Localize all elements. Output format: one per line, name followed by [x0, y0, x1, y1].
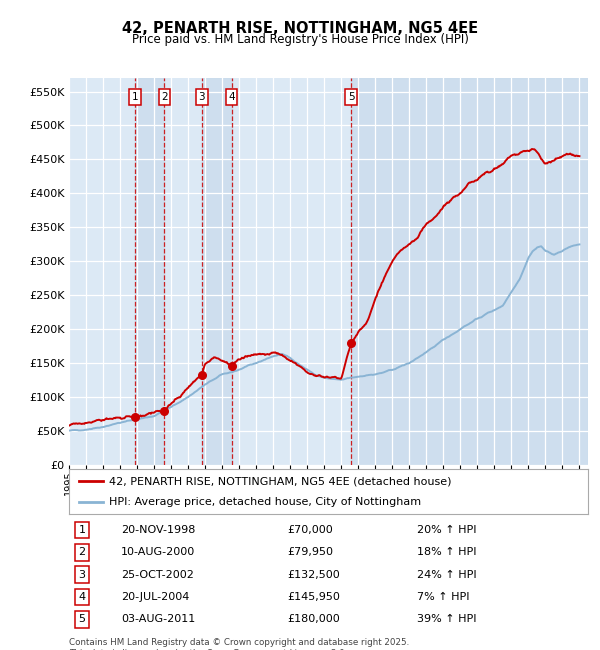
Text: 18% ↑ HPI: 18% ↑ HPI [417, 547, 476, 557]
Text: Contains HM Land Registry data © Crown copyright and database right 2025.
This d: Contains HM Land Registry data © Crown c… [69, 638, 409, 650]
Text: 25-OCT-2002: 25-OCT-2002 [121, 569, 194, 580]
Text: HPI: Average price, detached house, City of Nottingham: HPI: Average price, detached house, City… [109, 497, 422, 506]
Text: 20-NOV-1998: 20-NOV-1998 [121, 525, 195, 535]
Text: 1: 1 [79, 525, 85, 535]
Text: 4: 4 [79, 592, 86, 602]
Text: 2: 2 [79, 547, 86, 557]
Bar [135, 78, 164, 465]
Text: £145,950: £145,950 [287, 592, 340, 602]
Text: 7% ↑ HPI: 7% ↑ HPI [417, 592, 469, 602]
Text: 2: 2 [161, 92, 168, 102]
Text: Price paid vs. HM Land Registry's House Price Index (HPI): Price paid vs. HM Land Registry's House … [131, 32, 469, 46]
Text: £70,000: £70,000 [287, 525, 333, 535]
Text: £132,500: £132,500 [287, 569, 340, 580]
Text: 20% ↑ HPI: 20% ↑ HPI [417, 525, 476, 535]
Bar [202, 78, 232, 465]
Text: 42, PENARTH RISE, NOTTINGHAM, NG5 4EE (detached house): 42, PENARTH RISE, NOTTINGHAM, NG5 4EE (d… [109, 476, 452, 486]
Text: 42, PENARTH RISE, NOTTINGHAM, NG5 4EE: 42, PENARTH RISE, NOTTINGHAM, NG5 4EE [122, 21, 478, 36]
Text: 5: 5 [79, 614, 85, 624]
Text: 4: 4 [228, 92, 235, 102]
Text: 20-JUL-2004: 20-JUL-2004 [121, 592, 189, 602]
Bar [352, 78, 588, 465]
Text: 10-AUG-2000: 10-AUG-2000 [121, 547, 195, 557]
Text: 3: 3 [79, 569, 85, 580]
Text: £180,000: £180,000 [287, 614, 340, 624]
Text: £79,950: £79,950 [287, 547, 333, 557]
Text: 5: 5 [348, 92, 355, 102]
Text: 39% ↑ HPI: 39% ↑ HPI [417, 614, 476, 624]
Text: 1: 1 [132, 92, 139, 102]
Text: 03-AUG-2011: 03-AUG-2011 [121, 614, 195, 624]
Text: 3: 3 [199, 92, 205, 102]
Text: 24% ↑ HPI: 24% ↑ HPI [417, 569, 476, 580]
